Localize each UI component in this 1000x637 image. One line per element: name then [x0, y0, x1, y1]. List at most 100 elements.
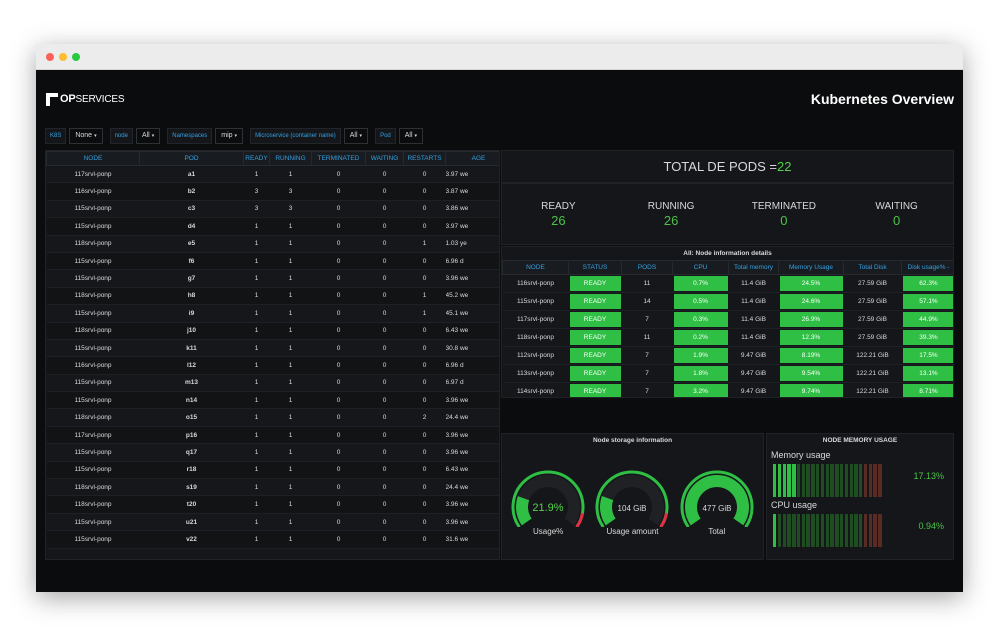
- column-header[interactable]: STATUS: [568, 260, 622, 275]
- table-cell: READY: [568, 310, 622, 329]
- column-header[interactable]: Total Disk: [843, 260, 902, 275]
- table-cell: 3: [243, 182, 270, 201]
- stat-ready: READY 26: [541, 201, 576, 228]
- column-header[interactable]: Memory Usage: [778, 260, 844, 275]
- table-cell: 3.96 we: [445, 391, 499, 410]
- table-cell: v22: [139, 530, 244, 549]
- filter-select-pod[interactable]: All ▾: [398, 128, 424, 144]
- stat-terminated: TERMINATED 0: [751, 201, 816, 228]
- table-cell: 0.5%: [672, 292, 729, 311]
- table-cell: 1: [269, 530, 312, 549]
- status-badge: 0.5%: [673, 294, 728, 309]
- table-cell: 0: [403, 530, 446, 549]
- table-cell: 45.1 we: [445, 304, 499, 323]
- table-cell: 6.96 d: [445, 252, 499, 271]
- table-cell: 0: [311, 374, 366, 393]
- filter-select-microservice[interactable]: All ▾: [343, 128, 369, 144]
- memory-usage-value: 17.13%: [913, 471, 944, 481]
- bar-segment: [787, 514, 791, 547]
- table-cell: 1: [269, 269, 312, 288]
- table-cell: 0: [365, 391, 404, 410]
- table-cell: 9.74%: [778, 382, 844, 397]
- table-cell: 7: [621, 346, 673, 365]
- column-header[interactable]: NODE: [46, 151, 140, 166]
- bar-segment: [854, 464, 858, 497]
- table-cell: 1: [243, 287, 270, 306]
- memory-usage-bar: [773, 464, 882, 497]
- column-header[interactable]: RUNNING: [269, 151, 312, 166]
- minimize-window-button[interactable]: [59, 53, 67, 61]
- table-cell: 0: [403, 374, 446, 393]
- table-cell: 0: [311, 478, 366, 497]
- table-cell: 117srvl-ponp: [46, 426, 140, 445]
- chevron-down-icon: ▾: [151, 133, 155, 139]
- gauge-threshold-critical: [659, 512, 669, 527]
- table-cell: 9.47 GiB: [728, 364, 779, 383]
- panel-title: NODE MEMORY USAGE: [822, 437, 898, 444]
- table-cell: 0: [403, 322, 446, 340]
- table-cell: 115srvl-ponp: [46, 374, 140, 393]
- column-header[interactable]: TERMINATED: [311, 151, 366, 166]
- column-header[interactable]: POD: [139, 151, 244, 166]
- filter-select-namespaces[interactable]: mip ▾: [215, 128, 244, 144]
- table-cell: 8.19%: [778, 346, 844, 365]
- status-badge: READY: [569, 366, 621, 381]
- table-row: 116srvl-ponp b2 3 3 0 0 0 3.87 we: [46, 182, 499, 201]
- bar-segment: [801, 514, 806, 547]
- table-cell: 0: [311, 217, 366, 236]
- status-badge: 62.3%: [902, 276, 953, 291]
- table-cell: 0: [365, 443, 404, 462]
- bar-segment: [801, 464, 806, 497]
- column-header[interactable]: PODS: [621, 260, 673, 275]
- table-cell: 117srvl-ponp: [502, 310, 569, 329]
- table-cell: 1: [269, 374, 312, 393]
- stat-waiting: WAITING 0: [875, 201, 918, 228]
- table-cell: 0: [403, 269, 446, 288]
- node-memory-usage-panel: NODE MEMORY USAGE Memory usage 17.13% CP…: [766, 433, 954, 560]
- filter-select-node[interactable]: All ▾: [135, 128, 161, 144]
- status-badge: 9.74%: [779, 384, 843, 397]
- filter-label-k8s: K8S: [45, 128, 67, 144]
- bar-segment: [839, 464, 844, 497]
- table-cell: g7: [139, 269, 244, 288]
- column-header[interactable]: NODE: [502, 260, 569, 275]
- pod-status-stats-panel: READY 26 RUNNING 26 TERMINATED 0 WAITING 0: [501, 183, 954, 245]
- column-header[interactable]: CPU: [672, 260, 729, 275]
- table-cell: 0: [365, 513, 404, 532]
- column-header[interactable]: READY: [243, 151, 270, 166]
- table-cell: 1: [243, 530, 270, 549]
- table-cell: 0: [365, 304, 404, 323]
- status-badge: 9.54%: [779, 366, 843, 381]
- bar-segment: [816, 464, 820, 497]
- column-header[interactable]: AGE: [445, 151, 499, 166]
- bar-segment: [849, 464, 853, 497]
- status-badge: 1.9%: [673, 348, 728, 363]
- column-header[interactable]: Disk usage% -: [901, 260, 953, 275]
- column-header[interactable]: RESTARTS: [403, 151, 446, 166]
- status-badge: 8.19%: [779, 348, 843, 363]
- filter-select-k8s[interactable]: None ▾: [69, 128, 103, 144]
- table-cell: 118srvl-ponp: [46, 235, 140, 253]
- table-row: 118srvl-ponp j10 1 1 0 0 0 6.43 we: [46, 322, 499, 340]
- table-cell: 116srvl-ponp: [46, 356, 140, 375]
- close-window-button[interactable]: [46, 53, 54, 61]
- status-badge: READY: [569, 330, 621, 345]
- bar-segment: [806, 464, 810, 497]
- table-cell: 0: [403, 461, 446, 480]
- table-cell: 1: [243, 443, 270, 462]
- table-cell: 11: [621, 274, 673, 293]
- column-header[interactable]: Total memory: [728, 260, 779, 275]
- node-information-panel: All: Node information details NODE STATUS…: [501, 246, 954, 398]
- table-cell: 115srvl-ponp: [46, 252, 140, 271]
- table-row: 115srvl-ponp r18 1 1 0 0 0 6.43 we: [46, 461, 499, 480]
- maximize-window-button[interactable]: [72, 53, 80, 61]
- table-cell: q17: [139, 443, 244, 462]
- table-cell: 1: [243, 408, 270, 427]
- table-row: 113srvl-ponp READY 7 1.8% 9.47 GiB 9.54% 122.2…: [502, 364, 953, 383]
- column-header[interactable]: WAITING: [365, 151, 404, 166]
- table-cell: 3: [269, 182, 312, 201]
- table-cell: 11.4 GiB: [728, 274, 779, 293]
- status-badge: 0.3%: [673, 312, 728, 327]
- table-cell: k11: [139, 339, 244, 358]
- bar-segment: [859, 464, 863, 497]
